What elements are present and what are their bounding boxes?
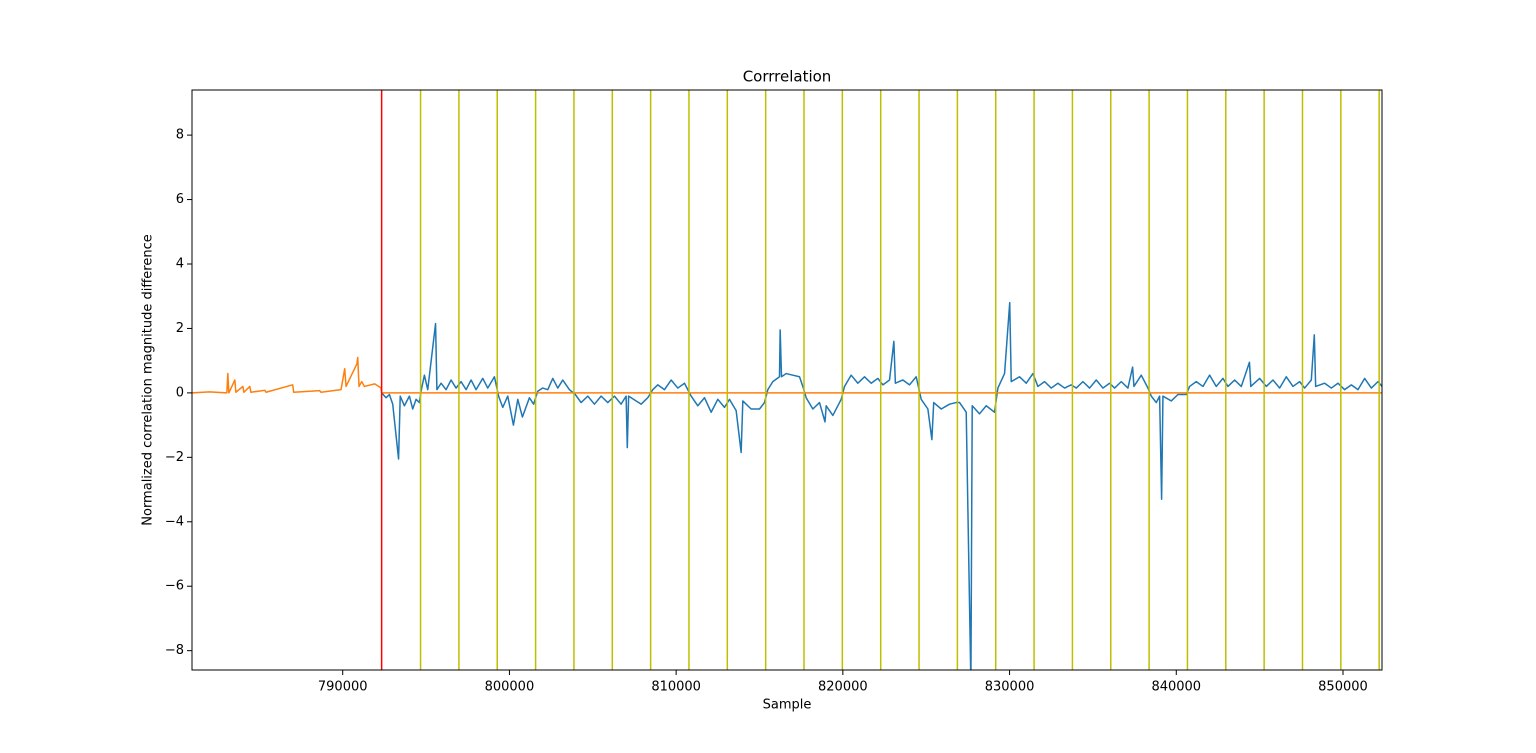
y-axis-label: Normalized correlation magnitude differe…: [141, 234, 156, 525]
y-tick-label: 4: [176, 257, 184, 272]
x-tick-label: 800000: [485, 680, 535, 695]
data-line: [381, 301, 1382, 670]
x-tick-label: 850000: [1318, 680, 1368, 695]
y-tick-label: −6: [165, 579, 184, 594]
x-tick-label: 810000: [651, 680, 701, 695]
y-tick-label: 0: [176, 385, 184, 400]
y-tick-label: 8: [176, 128, 184, 143]
x-tick-label: 790000: [318, 680, 368, 695]
y-tick-label: −2: [165, 450, 184, 465]
axes-frame: [191, 89, 1383, 671]
x-tick-label: 820000: [818, 680, 868, 695]
x-tick-label: 840000: [1151, 680, 1201, 695]
x-tick-label: 830000: [985, 680, 1035, 695]
y-tick-label: 6: [176, 192, 184, 207]
y-tick-label: −8: [165, 643, 184, 658]
data-line: [192, 356, 1382, 394]
y-tick-label: −4: [165, 514, 184, 529]
chart-title: Corrrelation: [743, 68, 832, 86]
x-axis-label: Sample: [763, 698, 812, 713]
y-tick-label: 2: [176, 321, 184, 336]
plot-area: [192, 90, 1382, 670]
